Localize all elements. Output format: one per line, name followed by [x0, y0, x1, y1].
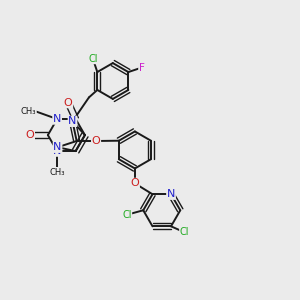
Text: Cl: Cl [88, 54, 98, 64]
Text: N: N [53, 146, 61, 156]
Text: O: O [92, 136, 100, 146]
Text: N: N [167, 189, 175, 199]
Text: O: O [130, 178, 139, 188]
Text: CH₃: CH₃ [50, 167, 65, 176]
Text: F: F [139, 63, 145, 73]
Text: N: N [53, 114, 61, 124]
Text: O: O [26, 130, 34, 140]
Text: Cl: Cl [122, 210, 132, 220]
Text: N: N [68, 116, 77, 126]
Text: Cl: Cl [180, 227, 189, 237]
Text: N: N [53, 142, 62, 152]
Text: CH₃: CH₃ [21, 107, 36, 116]
Text: O: O [64, 98, 73, 108]
